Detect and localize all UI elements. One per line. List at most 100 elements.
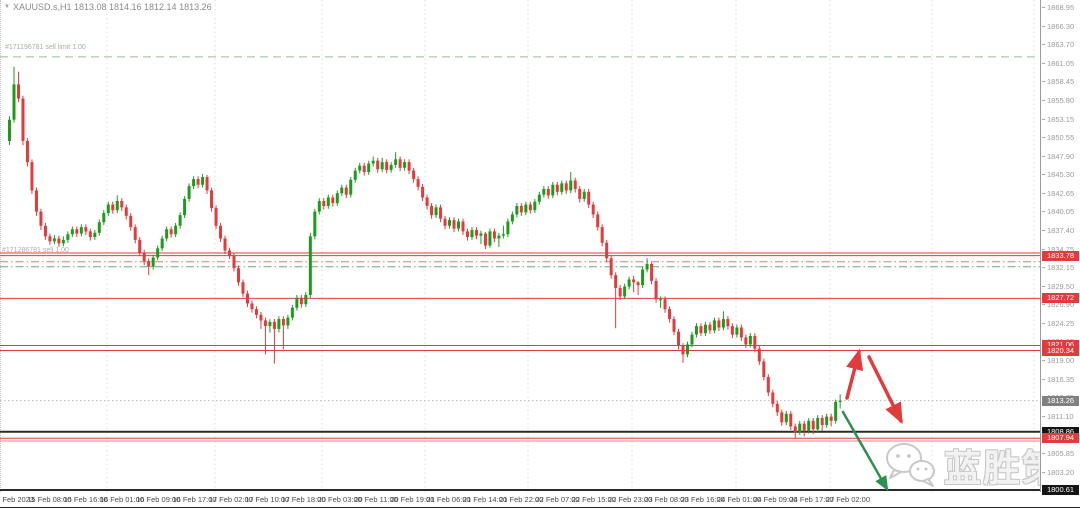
candle-body [811,420,815,430]
candle-body [254,309,258,315]
candle-body [367,163,371,173]
time-axis-label: 16 Feb 09:00 [136,495,181,504]
candle [210,187,214,212]
candle-body [407,162,411,171]
candle-body [632,279,636,283]
candle [394,152,398,168]
chart-canvas[interactable] [0,0,1080,492]
candle [196,176,200,189]
candle-body [735,327,739,335]
candle [712,317,716,334]
candle-body [753,335,757,349]
candle [313,208,317,240]
candle [407,159,411,175]
candle [560,180,564,195]
candle-body [488,231,492,246]
candle-body [708,324,712,331]
candle [744,334,748,349]
candle-body [712,320,716,331]
candle [762,358,766,381]
candle [659,296,663,308]
candle [448,217,452,229]
candle-body [174,225,178,235]
candle-body [12,84,16,120]
candle [250,300,254,313]
trend-arrow[interactable] [845,348,864,400]
candle [825,413,829,428]
trend-arrow[interactable] [867,355,903,425]
candle-body [721,319,725,328]
candle [228,247,232,259]
time-axis-label: 21 Feb 06:00 [426,495,471,504]
candle [789,410,793,430]
candle-body [326,197,330,206]
candle [515,203,519,218]
candle-body [124,207,128,216]
candle-body [43,225,47,237]
candle-body [492,231,496,239]
candle [97,219,101,236]
candle [663,296,667,313]
candlestick-series [8,66,842,439]
candle-body [169,229,173,235]
candle-body [762,361,766,377]
candle-body [299,297,303,305]
candle-body [479,233,483,236]
candle-body [519,205,523,213]
candle-body [730,326,734,335]
candle [102,210,106,226]
candle-body [600,227,604,243]
candle-body [322,201,326,206]
candle [304,292,308,308]
time-axis-label: 16 Feb 01:00 [99,495,144,504]
price-tick-label: 1858.45 [1041,77,1075,87]
candle-body [259,314,263,321]
candle [16,71,20,103]
candle-body [192,179,196,187]
time-axis-label: 15 Feb 08:00 [27,495,72,504]
candle [389,162,393,173]
candle-body [313,211,317,237]
price-tick-label: 1842.65 [1041,188,1075,198]
position-order-label: #171286781 sell 1.00 [2,247,69,254]
candle-body [668,309,672,320]
candle [299,295,303,308]
candle-body [573,180,577,189]
price-tick-label: 1819.00 [1041,356,1075,366]
candle [461,218,465,235]
candle [609,255,613,279]
time-axis-label: 23 Feb 08:00 [644,495,689,504]
candle-body [609,258,613,276]
candle-body [430,205,434,216]
candle-body [394,159,398,165]
candle-body [133,227,137,240]
candle [241,279,245,298]
candle-body [84,227,88,232]
candle [358,162,362,174]
candle [600,224,604,247]
candle-body [470,229,474,238]
time-axis-label: 21 Feb 22:00 [499,495,544,504]
candle [259,311,263,329]
candle [726,316,730,330]
price-axis[interactable]: 1868.95 1866.30 1863.70 1861.05 1858.45 1855.… [1040,0,1080,495]
candle-body [115,201,119,211]
trend-arrow[interactable] [841,410,889,492]
candle-body [353,170,357,180]
candle [775,401,779,416]
candle [694,323,698,338]
time-axis-label: 22 Feb 07:00 [535,495,580,504]
candle [403,159,407,171]
price-tick-label: 1834.75 [1041,244,1075,254]
candle [133,224,137,244]
price-level-badge: 1800.61 [1042,485,1079,495]
candle-body [228,250,232,256]
candle [627,276,631,290]
candle [650,262,654,285]
candle-body [48,236,52,242]
candle-body [537,194,541,202]
candle [771,389,775,408]
candle-body [569,180,573,191]
candle-body [591,204,595,215]
